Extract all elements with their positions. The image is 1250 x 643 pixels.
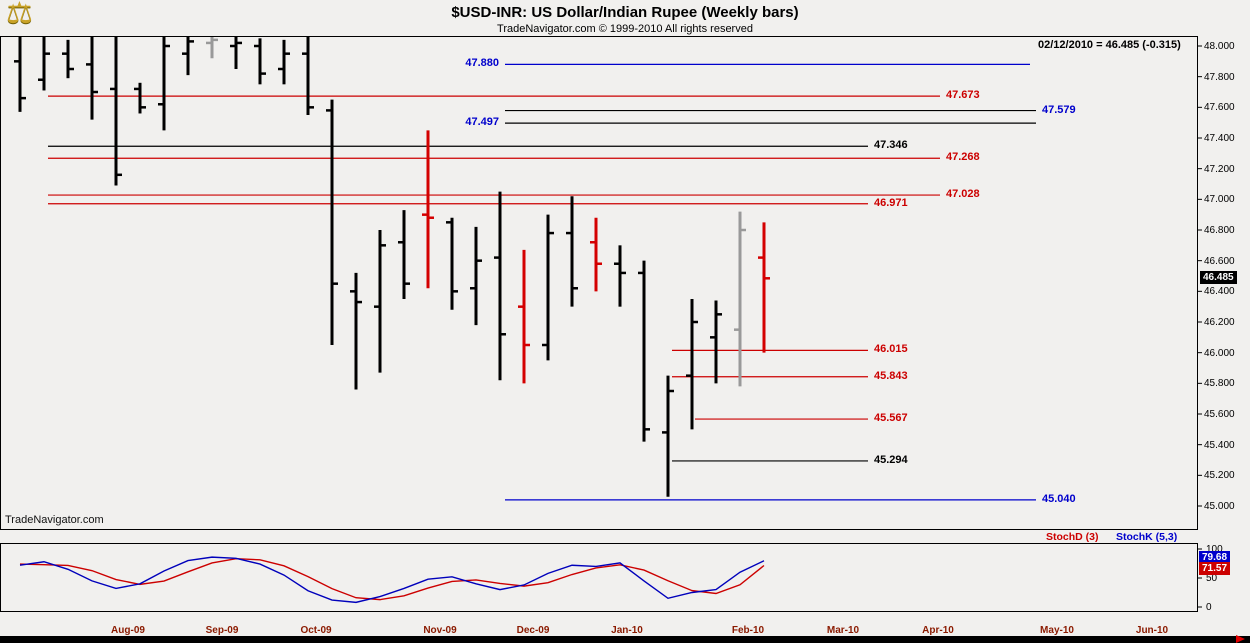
chart-copyright: TradeNavigator.com © 1999-2010 All right… — [497, 23, 753, 35]
stochd-line — [19, 557, 765, 601]
horizontal-scrollbar[interactable] — [0, 635, 1250, 643]
price-plot-border — [0, 36, 1198, 530]
trade-navigator-scales-logo-icon: ⚖ — [6, 0, 33, 30]
stochk-legend: StochK (5,3) — [1116, 531, 1178, 543]
last-price-badge: 46.485 — [1200, 271, 1237, 285]
stochd-legend: StochD (3) — [1046, 531, 1099, 543]
stochk-value-badge: 79.68 — [1199, 551, 1231, 564]
stoch-plot-border — [0, 543, 1198, 612]
stochd-value-badge: 71.57 — [1199, 562, 1231, 575]
scroll-right-arrow-icon[interactable] — [1236, 635, 1245, 643]
last-quote-readout: 02/12/2010 = 46.485 (-0.315) — [1038, 39, 1181, 51]
chart-title: $USD-INR: US Dollar/Indian Rupee (Weekly… — [451, 4, 799, 21]
stochk-line — [19, 556, 765, 604]
watermark: TradeNavigator.com — [5, 514, 104, 526]
